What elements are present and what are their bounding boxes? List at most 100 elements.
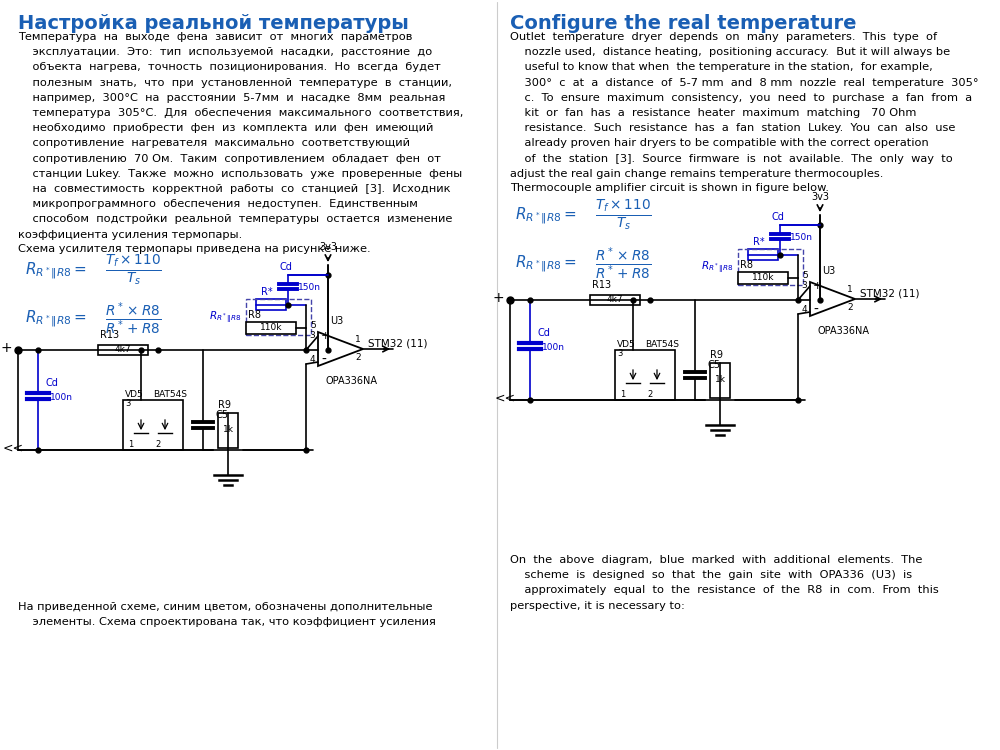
Text: R9: R9 [710,350,723,360]
Text: $R_{R^*\|R8}=$: $R_{R^*\|R8}=$ [515,253,577,274]
Text: -: - [321,353,326,367]
Text: On  the  above  diagram,  blue  marked  with  additional  elements.  The: On the above diagram, blue marked with a… [510,555,922,565]
Text: R13: R13 [100,330,119,340]
Text: 4k7: 4k7 [607,296,623,304]
Text: BAT54S: BAT54S [153,390,187,399]
Text: На приведенной схеме, синим цветом, обозначены дополнительные: На приведенной схеме, синим цветом, обоз… [18,602,432,612]
Text: 3v3: 3v3 [811,192,829,202]
Text: 3: 3 [617,349,622,358]
Text: 110k: 110k [260,323,282,332]
Text: 1: 1 [355,335,361,344]
Text: 150n: 150n [298,283,321,292]
Text: Схема усилителя термопары приведена на рисунке ниже.: Схема усилителя термопары приведена на р… [18,244,371,254]
Text: R9: R9 [218,400,231,410]
Text: Cd: Cd [280,262,292,272]
Text: $\frac{R^* \times R8}{R^* + R8}$: $\frac{R^* \times R8}{R^* + R8}$ [105,300,161,337]
Text: VD5: VD5 [125,390,144,399]
Bar [218,413,238,448]
Bar [123,400,183,450]
Text: $R_{R^*\|R8}$: $R_{R^*\|R8}$ [701,260,733,274]
Text: R8: R8 [248,310,261,320]
Text: VD5: VD5 [617,340,636,349]
Bar [615,350,675,400]
Text: C5: C5 [215,410,228,420]
Text: 150n: 150n [790,232,813,242]
Text: сопротивлению  70 Ом.  Таким  сопротивлением  обладает  фен  от: сопротивлению 70 Ом. Таким сопротивление… [18,154,441,164]
Text: $\frac{T_f \times 110}{T_s}$: $\frac{T_f \times 110}{T_s}$ [105,252,162,286]
Text: OPA336NA: OPA336NA [818,326,870,336]
Text: -: - [813,303,818,317]
Bar [710,363,730,398]
Text: 300°  c  at  a  distance  of  5-7 mm  and  8 mm  nozzle  real  temperature  305°: 300° c at a distance of 5-7 mm and 8 mm … [510,77,979,88]
Text: c.  To  ensure  maximum  consistency,  you  need  to  purchase  a  fan  from  a: c. To ensure maximum consistency, you ne… [510,93,972,103]
Text: 2: 2 [355,353,361,362]
Text: 100n: 100n [50,392,73,401]
Text: 4: 4 [801,305,807,314]
Text: $R_{R^*\|R8}$: $R_{R^*\|R8}$ [209,309,241,325]
Text: 100n: 100n [542,343,565,352]
Text: 3v3: 3v3 [319,242,337,252]
Text: U3: U3 [822,266,835,276]
Text: adjust the real gain change remains temperature thermocouples.: adjust the real gain change remains temp… [510,169,883,178]
Bar [256,299,286,310]
Text: Температура  на  выходе  фена  зависит  от  многих  параметров: Температура на выходе фена зависит от мн… [18,32,412,42]
Text: 2: 2 [155,440,160,449]
Bar [748,249,778,260]
Text: +: + [813,281,822,291]
Text: Cd: Cd [538,328,551,338]
Text: полезным  знать,  что  при  установленной  температуре  в  станции,: полезным знать, что при установленной те… [18,77,452,88]
Text: scheme  is  designed  so  that  the  gain  site  with  OPA336  (U3)  is: scheme is designed so that the gain site… [510,570,912,580]
Text: already proven hair dryers to be compatible with the correct operation: already proven hair dryers to be compati… [510,139,929,148]
Text: Cd: Cd [46,378,59,388]
Text: 1: 1 [847,286,853,295]
Text: микропрограммного  обеспечения  недоступен.  Единственным: микропрограммного обеспечения недоступен… [18,200,418,209]
Text: of  the  station  [3].  Source  firmware  is  not  available.  The  only  way  t: of the station [3]. Source firmware is n… [510,154,953,164]
Text: $\frac{T_f \times 110}{T_s}$: $\frac{T_f \times 110}{T_s}$ [595,197,652,232]
Text: +: + [0,341,12,355]
Text: R*: R* [753,237,765,247]
Text: необходимо  приобрести  фен  из  комплекта  или  фен  имеющий: необходимо приобрести фен из комплекта и… [18,123,433,134]
Text: Thermocouple amplifier circuit is shown in figure below.: Thermocouple amplifier circuit is shown … [510,183,829,193]
Text: $R_{R^*\|R8}=$: $R_{R^*\|R8}=$ [25,308,87,329]
Text: например,  300°C  на  расстоянии  5-7мм  и  насадке  8мм  реальная: например, 300°C на расстоянии 5-7мм и на… [18,93,445,103]
Text: U3: U3 [330,316,343,326]
Text: BAT54S: BAT54S [645,340,679,349]
Text: Configure the real temperature: Configure the real temperature [510,14,856,33]
Text: 4k7: 4k7 [115,346,131,355]
Text: perspective, it is necessary to:: perspective, it is necessary to: [510,601,685,610]
Text: +: + [321,331,330,341]
Text: resistance.  Such  resistance  has  a  fan  station  Lukey.  You  can  also  use: resistance. Such resistance has a fan st… [510,123,955,134]
Text: эксплуатации.  Это:  тип  используемой  насадки,  расстояние  до: эксплуатации. Это: тип используемой наса… [18,47,432,57]
Text: 3: 3 [125,399,130,408]
Text: useful to know that when  the temperature in the station,  for example,: useful to know that when the temperature… [510,62,933,73]
Text: 1: 1 [128,440,133,449]
Text: Outlet  temperature  dryer  depends  on  many  parameters.  This  type  of: Outlet temperature dryer depends on many… [510,32,937,42]
Text: сопротивление  нагревателя  максимально  соответствующий: сопротивление нагревателя максимально со… [18,139,410,148]
Bar [246,299,311,335]
Text: kit  or  fan  has  a  resistance  heater  maximum  matching   70 Ohm: kit or fan has a resistance heater maxim… [510,108,916,118]
Text: 1: 1 [620,390,625,399]
Text: STM32 (11): STM32 (11) [860,289,920,299]
Text: +: + [492,291,504,305]
Bar [738,249,803,285]
Text: на  совместимость  корректной  работы  со  станцией  [3].  Исходник: на совместимость корректной работы со ст… [18,184,450,194]
Text: R8: R8 [740,260,753,270]
Text: 4: 4 [309,356,315,364]
Bar [738,272,788,284]
Text: OPA336NA: OPA336NA [326,376,378,386]
Text: R*: R* [261,287,273,297]
Bar [98,345,148,355]
Text: 3: 3 [309,332,315,340]
Text: 3: 3 [801,281,807,290]
Text: 1k: 1k [714,376,726,385]
Bar [246,322,296,334]
Text: коэффициента усиления термопары.: коэффициента усиления термопары. [18,230,242,239]
Text: станции Lukey.  Также  можно  использовать  уже  проверенные  фены: станции Lukey. Также можно использовать … [18,169,462,178]
Text: 5: 5 [802,272,808,280]
Text: $\frac{R^* \times R8}{R^* + R8}$: $\frac{R^* \times R8}{R^* + R8}$ [595,245,651,282]
Text: <<: << [495,392,516,404]
Text: 5: 5 [310,322,316,331]
Text: $R_{R^*\|R8}=$: $R_{R^*\|R8}=$ [25,260,87,281]
Text: 110k: 110k [752,274,774,283]
Text: STM32 (11): STM32 (11) [368,339,428,349]
